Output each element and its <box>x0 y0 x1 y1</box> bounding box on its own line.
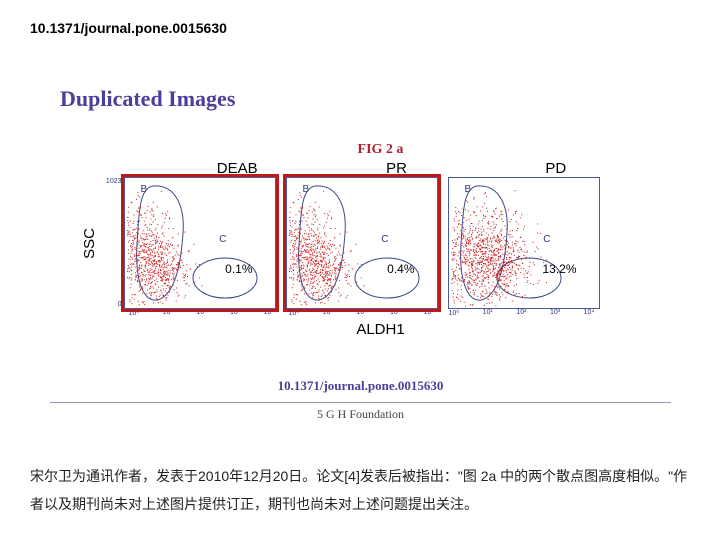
x-tick: 10⁰ <box>449 309 460 317</box>
scatter-plot-deab: B C 0.1% <box>124 177 276 309</box>
x-tick: 10⁴ <box>264 309 275 317</box>
figure-label: FIG 2 a <box>121 142 641 158</box>
x-axis-label: ALDH1 <box>121 321 641 338</box>
x-tick: 10¹ <box>483 309 493 317</box>
gate-b-label: B <box>465 184 472 195</box>
x-tick: 10² <box>196 309 206 317</box>
percentage-label: 0.1% <box>225 262 252 276</box>
doi-mid: 10.1371/journal.pone.0015630 <box>30 378 691 394</box>
x-tick: 10³ <box>390 309 400 317</box>
doi-top: 10.1371/journal.pone.0015630 <box>30 20 691 36</box>
divider <box>50 402 671 403</box>
y-ticks: 1023 0 <box>104 178 122 308</box>
foundation-text: 5 G H Foundation <box>30 407 691 422</box>
y-tick: 1023 <box>104 178 122 185</box>
percentage-label: 0.4% <box>387 262 414 276</box>
gate-c-label: C <box>543 234 550 245</box>
x-tick: 10³ <box>550 309 560 317</box>
col-label-pd: PD <box>481 160 630 177</box>
x-tick: 10¹ <box>163 309 173 317</box>
x-tick: 10³ <box>230 309 240 317</box>
scatter-plot-pr: B C 0.4% <box>286 177 438 309</box>
plots-row: SSC 1023 0 B C 0.1% B C 0.4% B C 13.2% <box>81 177 641 309</box>
duplicated-images-title: Duplicated Images <box>60 86 691 112</box>
x-tick: 10² <box>356 309 366 317</box>
scatter-plot-pd: B C 13.2% <box>448 177 600 309</box>
gate-c-label: C <box>219 234 226 245</box>
y-tick: 0 <box>104 301 122 308</box>
x-ticks: 10⁰ 10¹ 10² 10³ 10⁴ <box>447 309 597 317</box>
x-tick: 10⁴ <box>424 309 435 317</box>
x-ticks: 10⁰ 10¹ 10² 10³ 10⁴ <box>287 309 437 317</box>
x-tick: 10⁴ <box>584 309 595 317</box>
col-label-pr: PR <box>322 160 471 177</box>
col-label-deab: DEAB <box>163 160 312 177</box>
x-tick: 10⁰ <box>129 309 140 317</box>
percentage-label: 13.2% <box>542 262 576 276</box>
gate-b-label: B <box>141 184 148 195</box>
gate-c-label: C <box>381 234 388 245</box>
x-ticks-row: 10⁰ 10¹ 10² 10³ 10⁴ 10⁰ 10¹ 10² 10³ 10⁴ … <box>127 309 641 317</box>
x-tick: 10¹ <box>323 309 333 317</box>
column-labels: DEAB PR PD <box>163 160 641 177</box>
x-tick: 10² <box>516 309 526 317</box>
body-text: 宋尔卫为通讯作者，发表于2010年12月20日。论文[4]发表后被指出："图 2… <box>30 462 691 518</box>
x-ticks: 10⁰ 10¹ 10² 10³ 10⁴ <box>127 309 277 317</box>
y-axis-label: SSC <box>81 228 98 259</box>
gate-b-label: B <box>303 184 310 195</box>
x-tick: 10⁰ <box>289 309 300 317</box>
figure-area: FIG 2 a DEAB PR PD SSC 1023 0 B C 0.1% B… <box>81 142 641 338</box>
